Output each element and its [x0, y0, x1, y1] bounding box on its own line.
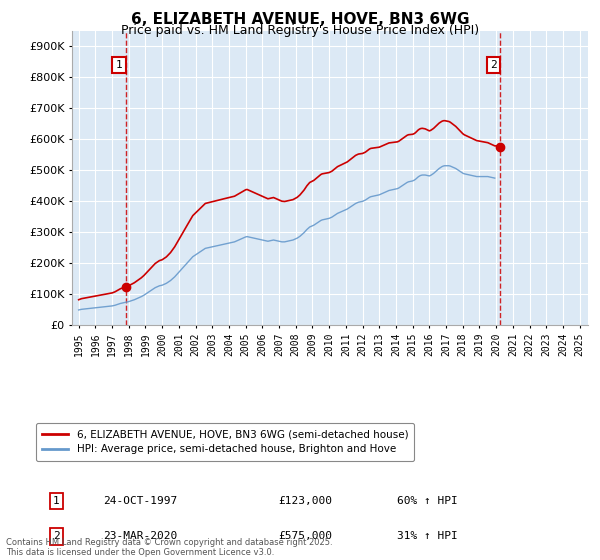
Text: £575,000: £575,000 [278, 531, 332, 542]
Text: Price paid vs. HM Land Registry's House Price Index (HPI): Price paid vs. HM Land Registry's House … [121, 24, 479, 36]
Text: 6, ELIZABETH AVENUE, HOVE, BN3 6WG: 6, ELIZABETH AVENUE, HOVE, BN3 6WG [131, 12, 469, 27]
Legend: 6, ELIZABETH AVENUE, HOVE, BN3 6WG (semi-detached house), HPI: Average price, se: 6, ELIZABETH AVENUE, HOVE, BN3 6WG (semi… [36, 423, 415, 461]
Text: 2: 2 [53, 531, 60, 542]
Text: 1: 1 [116, 60, 122, 70]
Text: Contains HM Land Registry data © Crown copyright and database right 2025.
This d: Contains HM Land Registry data © Crown c… [6, 538, 332, 557]
Text: 2: 2 [490, 60, 497, 70]
Text: 1: 1 [53, 496, 60, 506]
Text: 31% ↑ HPI: 31% ↑ HPI [397, 531, 458, 542]
Text: 23-MAR-2020: 23-MAR-2020 [103, 531, 177, 542]
Text: 60% ↑ HPI: 60% ↑ HPI [397, 496, 458, 506]
Text: £123,000: £123,000 [278, 496, 332, 506]
Text: 24-OCT-1997: 24-OCT-1997 [103, 496, 177, 506]
